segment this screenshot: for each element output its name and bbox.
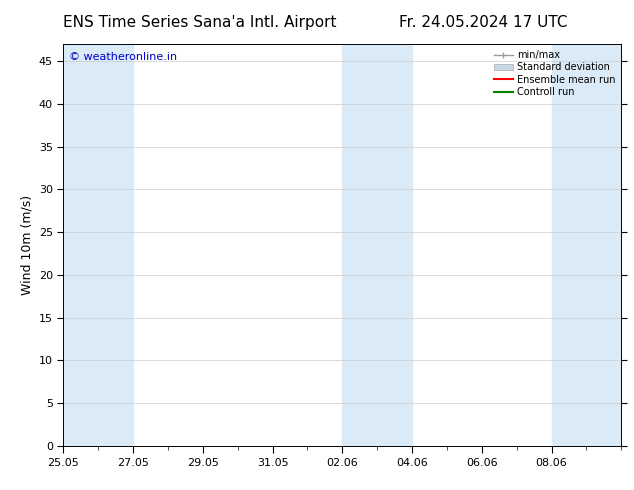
Text: © weatheronline.in: © weatheronline.in [69, 52, 177, 62]
Bar [342, 44, 412, 446]
Bar [552, 44, 621, 446]
Bar [98, 44, 133, 446]
Text: Fr. 24.05.2024 17 UTC: Fr. 24.05.2024 17 UTC [399, 15, 568, 30]
Text: ENS Time Series Sana'a Intl. Airport: ENS Time Series Sana'a Intl. Airport [63, 15, 337, 30]
Y-axis label: Wind 10m (m/s): Wind 10m (m/s) [20, 195, 34, 295]
Bar [63, 44, 98, 446]
Legend: min/max, Standard deviation, Ensemble mean run, Controll run: min/max, Standard deviation, Ensemble me… [489, 46, 619, 101]
